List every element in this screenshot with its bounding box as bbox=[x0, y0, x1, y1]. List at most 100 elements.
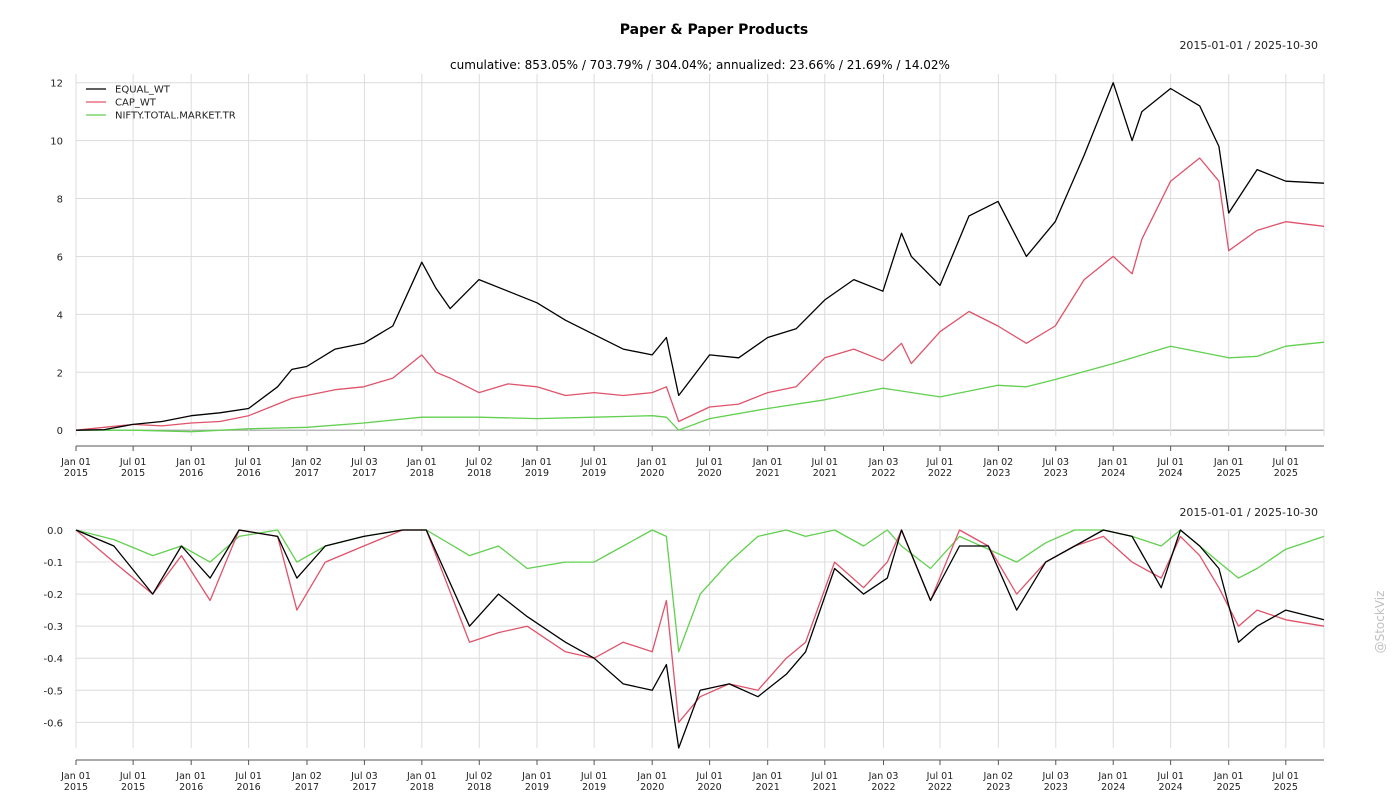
bottom-x-tick-year-label: 2016 bbox=[179, 782, 203, 793]
top-series-group bbox=[75, 82, 1325, 433]
bottom-x-tick-label: Jul 01 bbox=[580, 771, 608, 782]
top-x-tick-year-label: 2016 bbox=[237, 468, 261, 479]
bottom-x-tick-label: Jan 01 bbox=[175, 771, 206, 782]
bottom-x-tick-year-label: 2022 bbox=[928, 782, 952, 793]
top-x-tick-label: Jan 01 bbox=[60, 457, 91, 468]
top-x-tick-label: Jan 01 bbox=[1213, 457, 1244, 468]
top-y-tick-label: 4 bbox=[57, 310, 63, 321]
bottom-x-tick-label: Jul 01 bbox=[1272, 771, 1300, 782]
bottom-x-tick-label: Jan 01 bbox=[60, 771, 91, 782]
bottom-line-nifty-total-market-tr bbox=[75, 529, 1325, 653]
bottom-y-tick-label: -0.3 bbox=[43, 622, 63, 633]
top-line-equal-wt bbox=[75, 82, 1325, 431]
top-grid: 0 2 4 6 8 10 12 bbox=[50, 74, 1325, 437]
top-y-tick-label: 8 bbox=[57, 195, 63, 206]
bottom-x-tick-label: Jul 03 bbox=[1041, 771, 1069, 782]
top-line-nifty-total-market-tr bbox=[76, 341, 1325, 433]
bottom-x-tick-year-label: 2017 bbox=[352, 782, 376, 793]
top-x-tick-label: Jul 02 bbox=[465, 457, 493, 468]
bottom-y-tick-label: -0.6 bbox=[43, 718, 63, 729]
top-x-tick-label: Jan 01 bbox=[175, 457, 206, 468]
top-x-tick-year-label: 2017 bbox=[352, 468, 376, 479]
top-x-tick-year-label: 2024 bbox=[1101, 468, 1125, 479]
bottom-x-tick-label: Jan 03 bbox=[868, 771, 899, 782]
bottom-x-tick-year-label: 2018 bbox=[410, 782, 434, 793]
top-x-tick-label: Jul 01 bbox=[811, 457, 839, 468]
top-x-tick-year-label: 2019 bbox=[582, 468, 606, 479]
bottom-x-tick-year-label: 2015 bbox=[121, 782, 145, 793]
top-x-tick-year-label: 2021 bbox=[813, 468, 837, 479]
bottom-line-cap-wt bbox=[75, 529, 1325, 724]
top-y-tick-label: 6 bbox=[57, 252, 63, 263]
top-x-tick-year-label: 2019 bbox=[525, 468, 549, 479]
top-x-tick-year-label: 2023 bbox=[986, 468, 1010, 479]
top-x-tick-year-label: 2018 bbox=[410, 468, 434, 479]
top-y-tick-label: 2 bbox=[57, 368, 63, 379]
chart-subtitle: cumulative: 853.05% / 703.79% / 304.04%;… bbox=[450, 58, 950, 72]
top-x-tick-label: Jan 02 bbox=[982, 457, 1013, 468]
top-x-tick-year-label: 2022 bbox=[871, 468, 895, 479]
bottom-x-tick-year-label: 2024 bbox=[1101, 782, 1125, 793]
top-x-tick-label: Jan 01 bbox=[752, 457, 783, 468]
bottom-x-tick-year-label: 2019 bbox=[525, 782, 549, 793]
bottom-x-tick-label: Jan 01 bbox=[521, 771, 552, 782]
bottom-x-tick-year-label: 2023 bbox=[986, 782, 1010, 793]
top-x-tick-label: Jul 01 bbox=[1156, 457, 1184, 468]
bottom-x-tick-year-label: 2021 bbox=[813, 782, 837, 793]
top-line-cap-wt bbox=[75, 157, 1325, 431]
bottom-x-tick-year-label: 2025 bbox=[1217, 782, 1241, 793]
top-x-tick-year-label: 2025 bbox=[1274, 468, 1298, 479]
top-x-tick-year-label: 2024 bbox=[1159, 468, 1183, 479]
bottom-x-tick-year-label: 2016 bbox=[237, 782, 261, 793]
bottom-x-tick-label: Jul 01 bbox=[1156, 771, 1184, 782]
bottom-x-tick-label: Jan 01 bbox=[1097, 771, 1128, 782]
top-x-tick-year-label: 2020 bbox=[698, 468, 722, 479]
top-x-tick-year-label: 2023 bbox=[1044, 468, 1068, 479]
bottom-x-tick-label: Jan 01 bbox=[752, 771, 783, 782]
bottom-x-tick-label: Jul 01 bbox=[926, 771, 954, 782]
top-x-tick-label: Jul 03 bbox=[350, 457, 378, 468]
bottom-x-tick-label: Jul 01 bbox=[811, 771, 839, 782]
top-x-tick-label: Jul 01 bbox=[695, 457, 723, 468]
top-y-tick-label: 10 bbox=[50, 137, 63, 148]
top-x-tick-label: Jul 03 bbox=[1041, 457, 1069, 468]
top-panel-date-range: 2015-01-01 / 2025-10-30 bbox=[1179, 39, 1318, 52]
top-x-tick-label: Jul 01 bbox=[580, 457, 608, 468]
bottom-x-tick-year-label: 2020 bbox=[698, 782, 722, 793]
bottom-x-tick-year-label: 2022 bbox=[871, 782, 895, 793]
bottom-x-tick-year-label: 2020 bbox=[640, 782, 664, 793]
bottom-x-tick-label: Jul 01 bbox=[234, 771, 262, 782]
bottom-x-tick-year-label: 2019 bbox=[582, 782, 606, 793]
watermark: @StockViz bbox=[1373, 591, 1387, 654]
legend-label-equal-wt: EQUAL_WT bbox=[115, 85, 171, 96]
top-x-tick-label: Jul 01 bbox=[234, 457, 262, 468]
top-x-tick-label: Jul 01 bbox=[1272, 457, 1300, 468]
bottom-y-tick-label: 0.0 bbox=[47, 526, 63, 537]
top-x-tick-year-label: 2015 bbox=[64, 468, 88, 479]
bottom-panel-date-range: 2015-01-01 / 2025-10-30 bbox=[1179, 506, 1318, 519]
bottom-x-tick-label: Jan 01 bbox=[636, 771, 667, 782]
top-x-tick-year-label: 2015 bbox=[121, 468, 145, 479]
bottom-y-tick-label: -0.4 bbox=[43, 654, 63, 665]
bottom-x-tick-year-label: 2017 bbox=[295, 782, 319, 793]
bottom-x-tick-label: Jan 02 bbox=[291, 771, 322, 782]
top-x-tick-label: Jan 01 bbox=[406, 457, 437, 468]
bottom-x-tick-year-label: 2021 bbox=[756, 782, 780, 793]
bottom-x-tick-label: Jul 01 bbox=[119, 771, 147, 782]
top-x-tick-year-label: 2021 bbox=[756, 468, 780, 479]
top-x-tick-label: Jan 03 bbox=[868, 457, 899, 468]
bottom-x-tick-label: Jan 02 bbox=[982, 771, 1013, 782]
top-x-tick-year-label: 2018 bbox=[467, 468, 491, 479]
bottom-x-tick-label: Jul 01 bbox=[695, 771, 723, 782]
legend: EQUAL_WT CAP_WT NIFTY.TOTAL.MARKET.TR bbox=[86, 85, 236, 122]
bottom-x-tick-label: Jul 03 bbox=[350, 771, 378, 782]
chart-title: Paper & Paper Products bbox=[620, 22, 808, 38]
bottom-line-equal-wt bbox=[75, 529, 1325, 749]
top-x-tick-label: Jul 01 bbox=[926, 457, 954, 468]
